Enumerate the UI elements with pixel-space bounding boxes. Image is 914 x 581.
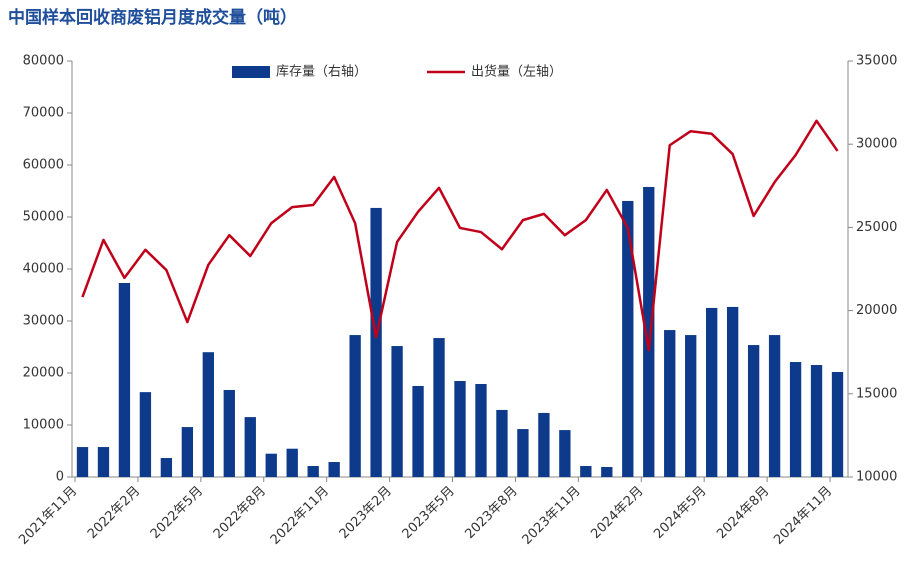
bar: [370, 207, 382, 477]
bar: [328, 462, 340, 477]
bar: [622, 200, 634, 478]
x-tick-label: 2023年11月: [520, 484, 584, 548]
y-tick-label: 40000: [23, 262, 64, 277]
bar: [160, 458, 173, 477]
y2-tick-label: 35000: [856, 54, 897, 69]
y2-tick-label: 25000: [856, 220, 897, 235]
legend-label: 出货量（左轴）: [471, 64, 562, 80]
x-tick-label: 2022年8月: [211, 484, 269, 542]
x-tick-label: 2022年5月: [148, 484, 206, 542]
x-tick-label: 2024年8月: [714, 484, 772, 542]
bar: [454, 380, 466, 477]
x-tick-label: 2024年5月: [651, 484, 709, 542]
legend-swatch: [232, 66, 270, 78]
x-tick-label: 2022年11月: [268, 484, 332, 548]
bar: [747, 345, 760, 477]
x-tick-label: 2023年5月: [400, 484, 458, 542]
bar: [139, 392, 152, 477]
x-tick-label: 2024年11月: [771, 484, 835, 548]
bar: [223, 389, 235, 477]
bar: [181, 427, 194, 477]
bar: [559, 430, 571, 477]
line: [81, 119, 839, 352]
bar: [664, 330, 676, 477]
bar: [496, 409, 508, 477]
x-tick-label: 2021年11月: [16, 484, 80, 548]
chart-title: 中国样本回收商废铝月度成交量（吨）: [8, 7, 297, 28]
y2-tick-label: 15000: [856, 386, 897, 401]
bar: [307, 466, 319, 477]
x-tick-label: 2023年8月: [462, 484, 520, 542]
bar: [76, 447, 89, 477]
y-tick-label: 70000: [23, 106, 64, 121]
bar: [810, 365, 823, 477]
y-tick-label: 30000: [23, 314, 64, 329]
x-tick-label: 2024年2月: [588, 484, 646, 542]
bar: [768, 335, 781, 477]
y-tick-label: 50000: [23, 210, 64, 225]
bar: [706, 307, 718, 477]
bar: [265, 453, 277, 477]
bar: [685, 335, 697, 477]
bar: [412, 385, 424, 477]
x-tick-label: 2023年2月: [337, 484, 395, 542]
bar: [391, 346, 403, 477]
bar: [831, 372, 844, 477]
legend-label: 库存量（右轴）: [276, 64, 367, 80]
bar: [517, 429, 529, 477]
bar: [601, 467, 613, 477]
bar: [475, 383, 487, 477]
bar: [726, 306, 739, 477]
bar: [244, 417, 256, 477]
bar: [286, 448, 298, 477]
bar: [789, 362, 802, 477]
bar: [202, 352, 214, 477]
y-tick-label: 10000: [23, 418, 64, 433]
y2-tick-label: 20000: [856, 303, 897, 318]
y-tick-label: 20000: [23, 366, 64, 381]
bar: [643, 186, 655, 478]
y-tick-label: 80000: [23, 54, 64, 69]
bar: [538, 412, 550, 477]
bar: [433, 338, 445, 477]
bar: [349, 335, 361, 477]
y2-tick-label: 30000: [856, 137, 897, 152]
bar: [118, 282, 131, 477]
y-tick-label: 0: [56, 470, 64, 485]
bar: [580, 466, 592, 477]
y-tick-label: 60000: [23, 158, 64, 173]
bar: [97, 447, 110, 477]
y2-tick-label: 10000: [856, 470, 897, 485]
x-tick-label: 2022年2月: [85, 484, 143, 542]
